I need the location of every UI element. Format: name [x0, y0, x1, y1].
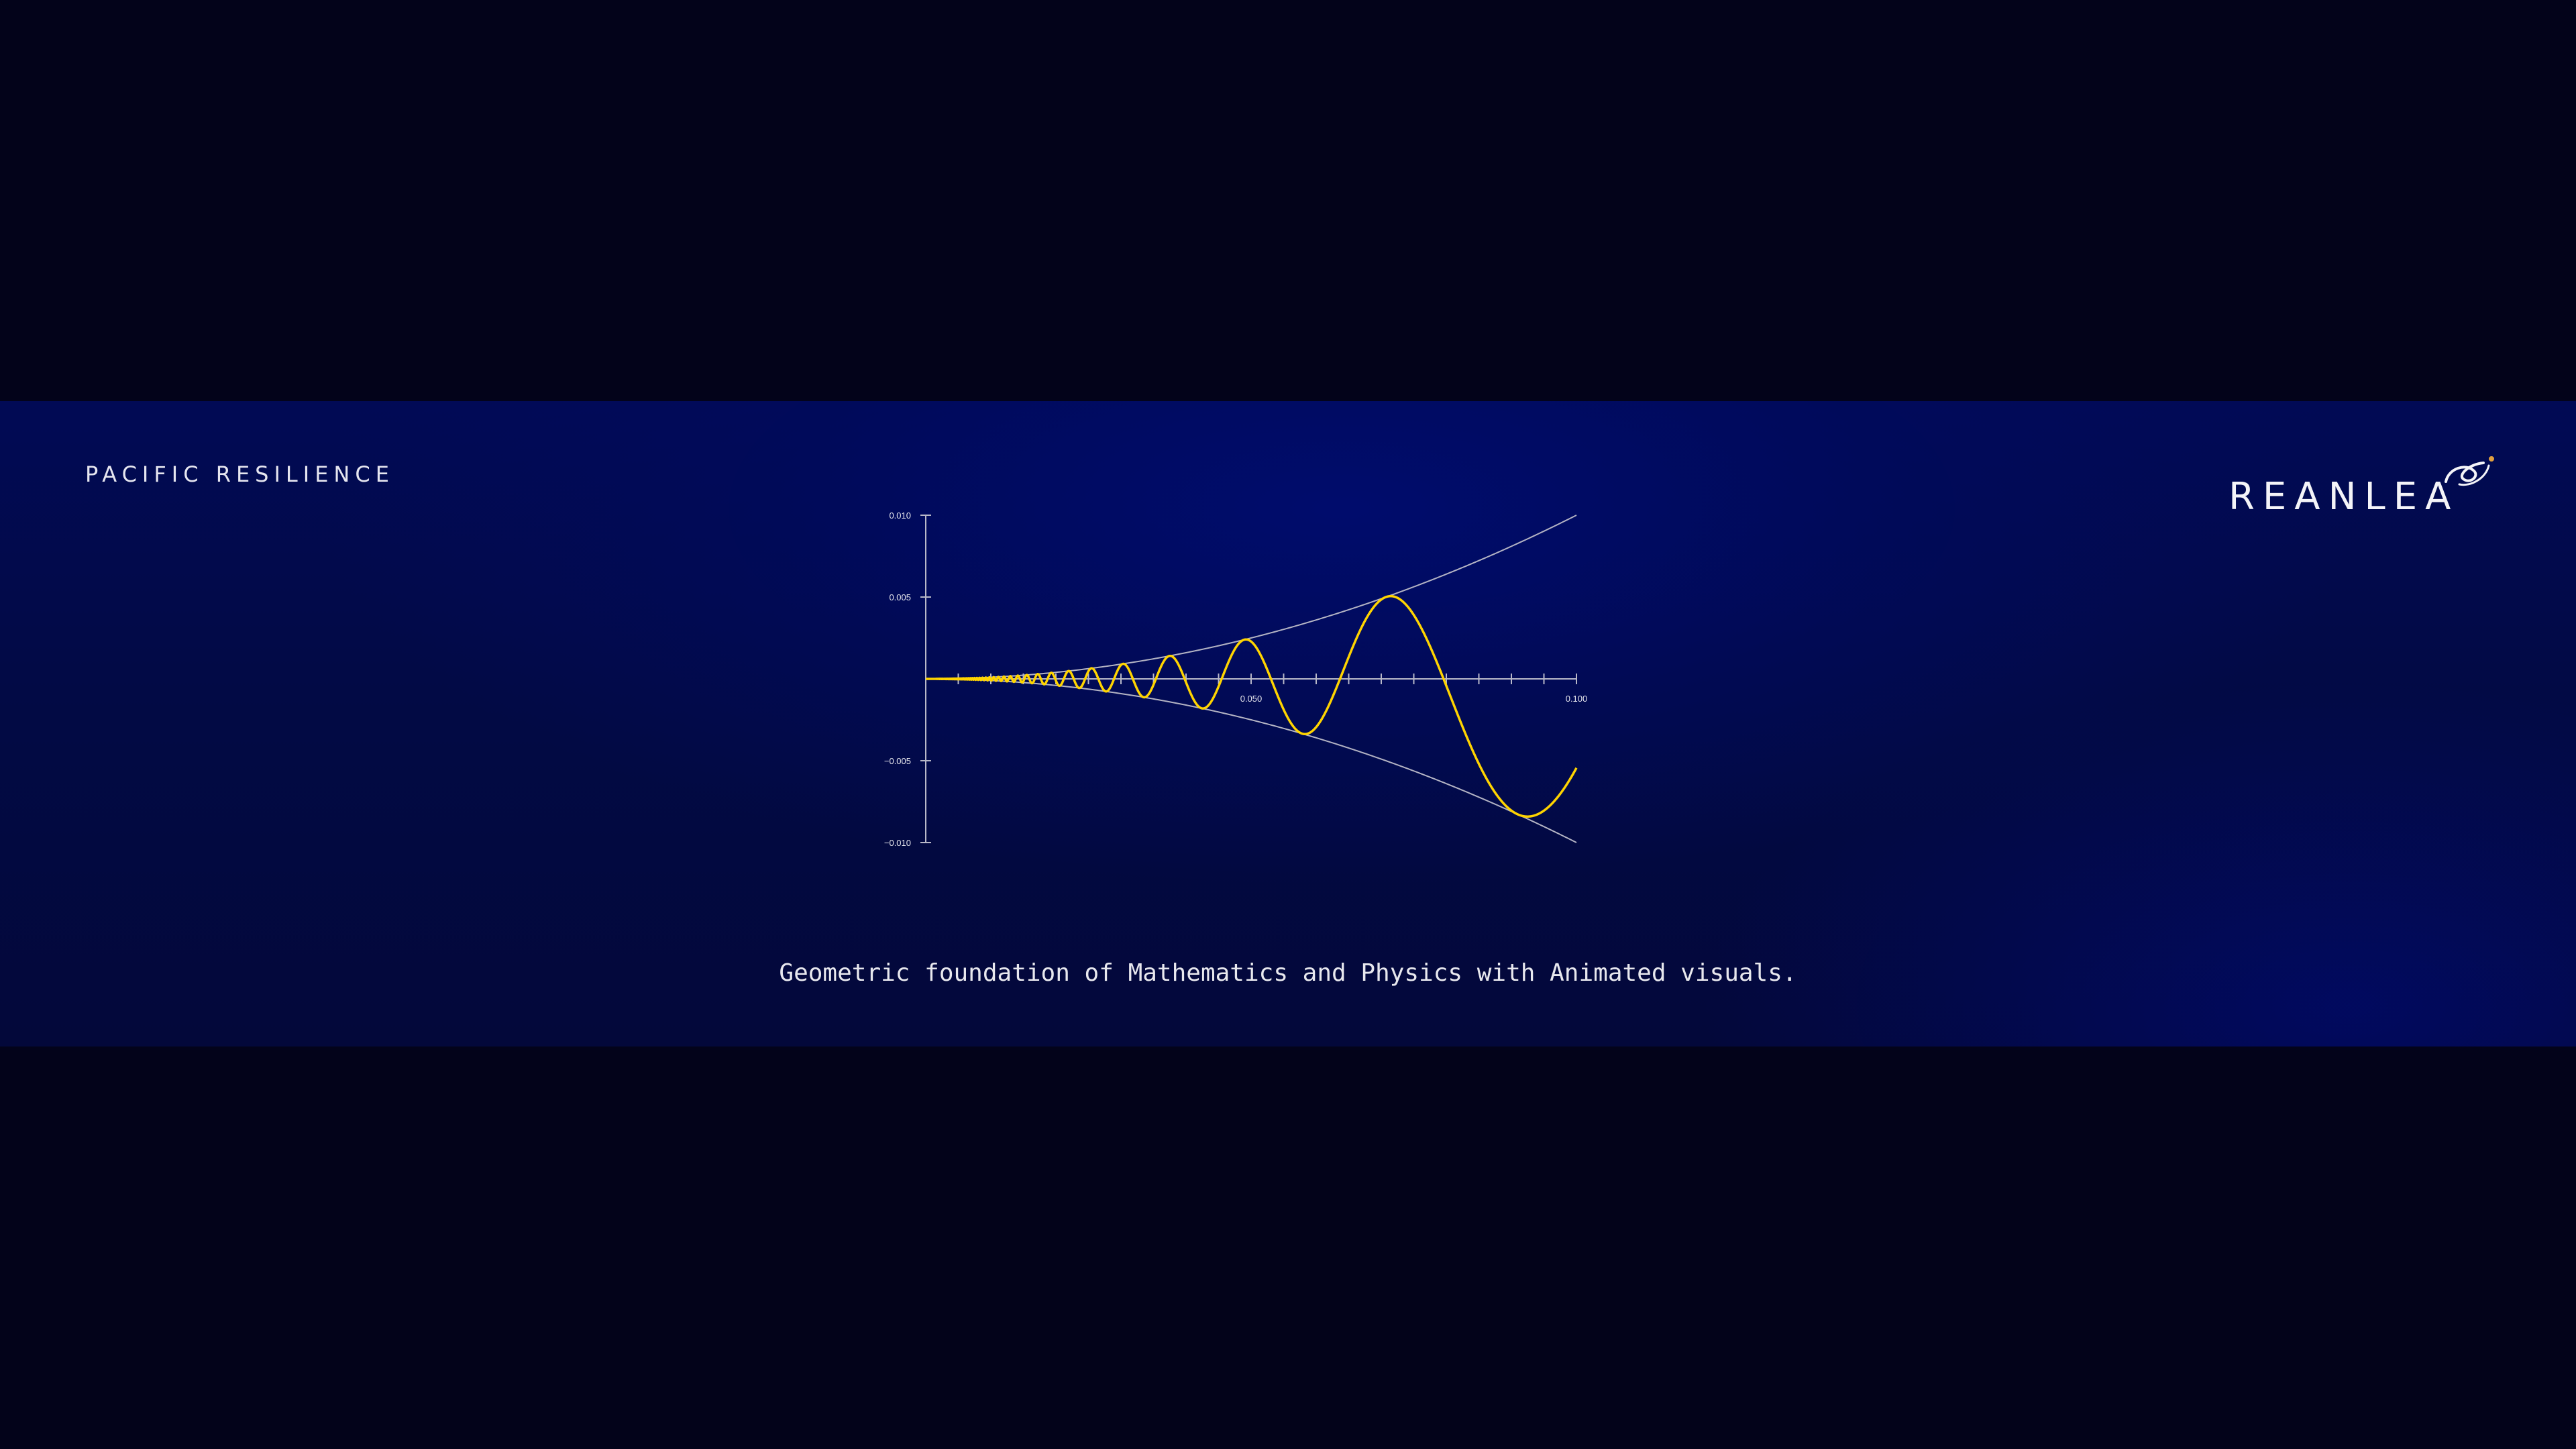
curve-line: [925, 594, 1578, 818]
y-tick-label: −0.005: [884, 756, 911, 766]
x-tick-label: 0.100: [1566, 694, 1588, 704]
envelope-lower-line: [926, 678, 1577, 843]
y-tick-label: −0.010: [884, 838, 911, 848]
y-tick-label: 0.010: [889, 511, 911, 521]
orbit-swirl-icon: [2445, 456, 2494, 486]
channel-tagline: Geometric foundation of Mathematics and …: [779, 959, 1797, 987]
logo-text: REANLEA: [2229, 475, 2459, 519]
envelope-upper-line: [926, 515, 1577, 680]
function-chart: 0.010 0.005 −0.005 −0.010 0.050 0.100: [884, 511, 1588, 848]
y-tick-label: 0.005: [889, 592, 911, 602]
logo: REANLEA: [2229, 453, 2497, 521]
x-tick-label: 0.050: [1240, 694, 1263, 704]
channel-name: PACIFIC RESILIENCE: [85, 462, 394, 487]
banner: PACIFIC RESILIENCE REANLEA 0.010 0.005 −0.…: [0, 401, 2576, 1046]
